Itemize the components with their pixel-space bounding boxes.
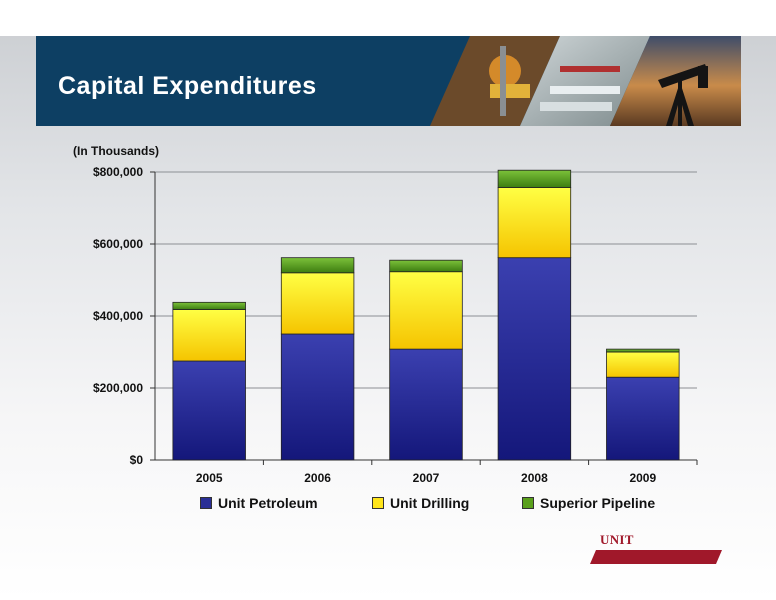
bar-segment-unit-petroleum — [280, 333, 355, 461]
legend-label: Unit Drilling — [390, 495, 470, 511]
legend-swatch — [522, 497, 534, 509]
bar-segment-unit-drilling — [497, 187, 572, 259]
legend-item: Unit Petroleum — [200, 494, 318, 512]
x-tick-label: 2007 — [413, 471, 440, 485]
bar-segment-unit-drilling — [389, 271, 463, 350]
bar-segment-unit-petroleum — [172, 360, 246, 461]
x-tick-label: 2005 — [196, 471, 223, 485]
y-tick-label: $0 — [130, 453, 144, 467]
header-photo-collage — [430, 36, 741, 126]
y-tick-label: $800,000 — [93, 165, 143, 179]
bar-segment-superior-pipeline — [606, 348, 680, 353]
bar-segment-superior-pipeline — [389, 259, 463, 273]
bar-segment-superior-pipeline — [280, 257, 355, 274]
chart-legend: Unit Petroleum Unit Drilling Superior Pipe… — [200, 494, 680, 512]
page-title: Capital Expenditures — [58, 72, 317, 100]
legend-label: Unit Petroleum — [218, 495, 318, 511]
y-axis-label: (In Thousands) — [73, 144, 159, 158]
legend-swatch — [200, 497, 212, 509]
y-tick-label: $400,000 — [93, 309, 143, 323]
top-margin — [0, 0, 776, 36]
legend-item: Unit Drilling — [372, 494, 469, 512]
x-tick-label: 2008 — [521, 471, 548, 485]
bar-segment-unit-petroleum — [389, 348, 463, 461]
bar-segment-unit-petroleum — [497, 257, 572, 461]
logo-swoosh — [590, 550, 722, 564]
bar-segment-unit-drilling — [606, 351, 680, 378]
legend-item: Superior Pipeline — [522, 494, 655, 512]
y-tick-label: $200,000 — [93, 381, 143, 395]
bar-segment-unit-petroleum — [606, 376, 680, 461]
bar-segment-unit-drilling — [172, 309, 246, 362]
legend-swatch — [372, 497, 384, 509]
bar-segment-superior-pipeline — [172, 301, 246, 310]
x-tick-label: 2006 — [304, 471, 331, 485]
x-tick-label: 2009 — [629, 471, 656, 485]
legend-label: Superior Pipeline — [540, 495, 656, 511]
bar-segment-superior-pipeline — [497, 169, 572, 188]
y-tick-label: $600,000 — [93, 237, 143, 251]
bar-segment-unit-drilling — [280, 272, 355, 335]
unit-corporation-logo: UNIT CORPORATION — [582, 530, 722, 566]
